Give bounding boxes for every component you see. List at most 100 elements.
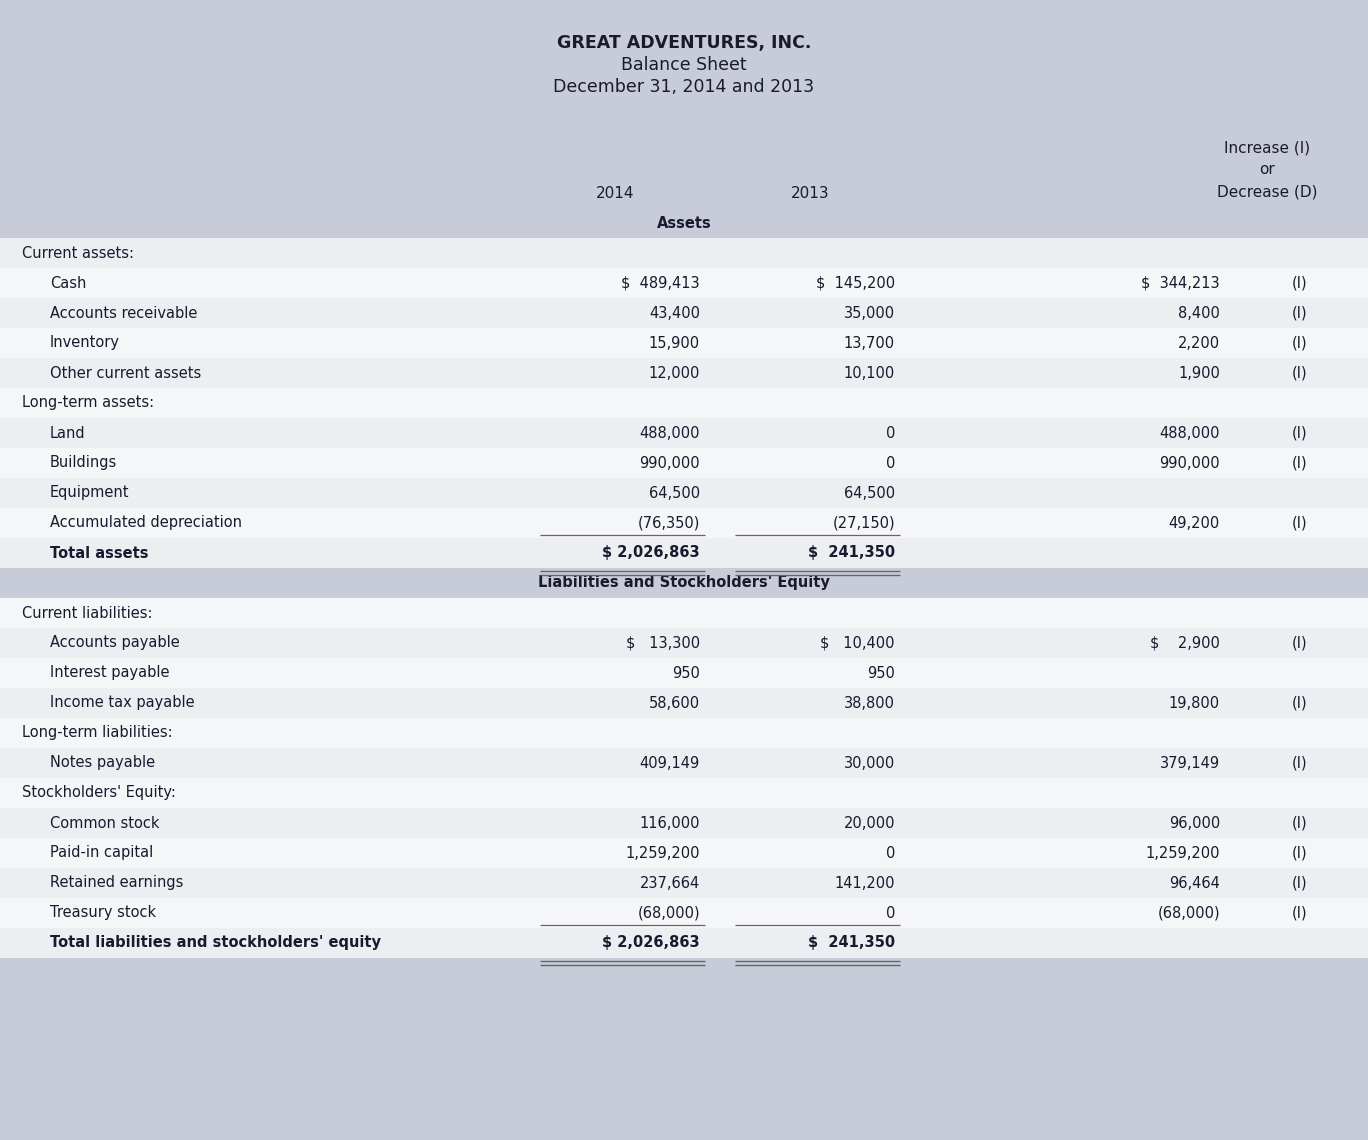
- Text: 0: 0: [885, 425, 895, 440]
- Text: Cash: Cash: [51, 276, 86, 291]
- Text: $  489,413: $ 489,413: [621, 276, 700, 291]
- Text: Buildings: Buildings: [51, 456, 118, 471]
- Text: (27,150): (27,150): [832, 515, 895, 530]
- Bar: [0, 838, 1368, 868]
- Text: (I): (I): [1293, 846, 1308, 861]
- Bar: [0, 658, 1368, 689]
- Text: 0: 0: [885, 846, 895, 861]
- Text: (76,350): (76,350): [637, 515, 700, 530]
- Text: $ 2,026,863: $ 2,026,863: [602, 936, 700, 951]
- Text: (I): (I): [1293, 515, 1308, 530]
- Text: Stockholders' Equity:: Stockholders' Equity:: [22, 785, 176, 800]
- Text: $   10,400: $ 10,400: [821, 635, 895, 651]
- Text: Total assets: Total assets: [51, 546, 149, 561]
- Text: Total liabilities and stockholders' equity: Total liabilities and stockholders' equi…: [51, 936, 382, 951]
- Text: 20,000: 20,000: [844, 815, 895, 831]
- Bar: [0, 478, 1368, 508]
- Text: (I): (I): [1293, 815, 1308, 831]
- Text: 990,000: 990,000: [1159, 456, 1220, 471]
- Bar: [0, 508, 1368, 538]
- Text: 64,500: 64,500: [648, 486, 700, 500]
- Text: 1,259,200: 1,259,200: [1145, 846, 1220, 861]
- Text: 10,100: 10,100: [844, 366, 895, 381]
- Text: Inventory: Inventory: [51, 335, 120, 350]
- Text: $  344,213: $ 344,213: [1141, 276, 1220, 291]
- Bar: [0, 958, 1368, 1140]
- Bar: [0, 868, 1368, 898]
- Text: 950: 950: [672, 666, 700, 681]
- Text: Increase (I)
or
Decrease (D): Increase (I) or Decrease (D): [1218, 140, 1317, 200]
- Bar: [0, 568, 1368, 598]
- Text: 96,000: 96,000: [1168, 815, 1220, 831]
- Text: 116,000: 116,000: [639, 815, 700, 831]
- Bar: [0, 328, 1368, 358]
- Text: 2014: 2014: [595, 187, 635, 202]
- Text: (68,000): (68,000): [1157, 905, 1220, 920]
- Text: Assets: Assets: [657, 215, 711, 230]
- Bar: [0, 689, 1368, 718]
- Text: $  145,200: $ 145,200: [815, 276, 895, 291]
- Text: 58,600: 58,600: [648, 695, 700, 710]
- Text: 409,149: 409,149: [640, 756, 700, 771]
- Text: GREAT ADVENTURES, INC.: GREAT ADVENTURES, INC.: [557, 34, 811, 52]
- Text: 1,900: 1,900: [1178, 366, 1220, 381]
- Text: 13,700: 13,700: [844, 335, 895, 350]
- Text: (I): (I): [1293, 876, 1308, 890]
- Text: (I): (I): [1293, 695, 1308, 710]
- Text: 38,800: 38,800: [844, 695, 895, 710]
- Bar: [0, 748, 1368, 777]
- Bar: [0, 777, 1368, 808]
- Text: 2013: 2013: [791, 187, 829, 202]
- Text: $    2,900: $ 2,900: [1150, 635, 1220, 651]
- Bar: [0, 388, 1368, 418]
- Bar: [0, 298, 1368, 328]
- Bar: [0, 598, 1368, 628]
- Text: (I): (I): [1293, 366, 1308, 381]
- Text: Accounts receivable: Accounts receivable: [51, 306, 197, 320]
- Text: (I): (I): [1293, 335, 1308, 350]
- Text: 96,464: 96,464: [1170, 876, 1220, 890]
- Text: 19,800: 19,800: [1168, 695, 1220, 710]
- Bar: [0, 448, 1368, 478]
- Text: (I): (I): [1293, 756, 1308, 771]
- Text: (68,000): (68,000): [637, 905, 700, 920]
- Text: Accumulated depreciation: Accumulated depreciation: [51, 515, 242, 530]
- Text: Current assets:: Current assets:: [22, 245, 134, 261]
- Text: 0: 0: [885, 456, 895, 471]
- Text: Liabilities and Stockholders' Equity: Liabilities and Stockholders' Equity: [538, 576, 830, 591]
- Text: 49,200: 49,200: [1168, 515, 1220, 530]
- Text: (I): (I): [1293, 306, 1308, 320]
- Text: Common stock: Common stock: [51, 815, 160, 831]
- Text: $ 2,026,863: $ 2,026,863: [602, 546, 700, 561]
- Bar: [0, 0, 1368, 140]
- Text: 35,000: 35,000: [844, 306, 895, 320]
- Text: $  241,350: $ 241,350: [808, 936, 895, 951]
- Text: 64,500: 64,500: [844, 486, 895, 500]
- Bar: [0, 140, 1368, 207]
- Text: (I): (I): [1293, 905, 1308, 920]
- Text: Notes payable: Notes payable: [51, 756, 155, 771]
- Text: Treasury stock: Treasury stock: [51, 905, 156, 920]
- Text: (I): (I): [1293, 276, 1308, 291]
- Text: 43,400: 43,400: [648, 306, 700, 320]
- Bar: [0, 628, 1368, 658]
- Text: Paid-in capital: Paid-in capital: [51, 846, 153, 861]
- Bar: [0, 808, 1368, 838]
- Bar: [0, 718, 1368, 748]
- Text: 0: 0: [885, 905, 895, 920]
- Text: 1,259,200: 1,259,200: [625, 846, 700, 861]
- Bar: [0, 898, 1368, 928]
- Text: Interest payable: Interest payable: [51, 666, 170, 681]
- Text: (I): (I): [1293, 425, 1308, 440]
- Bar: [0, 418, 1368, 448]
- Text: $   13,300: $ 13,300: [627, 635, 700, 651]
- Text: 488,000: 488,000: [639, 425, 700, 440]
- Bar: [0, 358, 1368, 388]
- Text: Balance Sheet: Balance Sheet: [621, 56, 747, 74]
- Text: 990,000: 990,000: [639, 456, 700, 471]
- Text: Current liabilities:: Current liabilities:: [22, 605, 152, 620]
- Text: Long-term liabilities:: Long-term liabilities:: [22, 725, 172, 741]
- Text: 12,000: 12,000: [648, 366, 700, 381]
- Text: 2,200: 2,200: [1178, 335, 1220, 350]
- Text: 950: 950: [867, 666, 895, 681]
